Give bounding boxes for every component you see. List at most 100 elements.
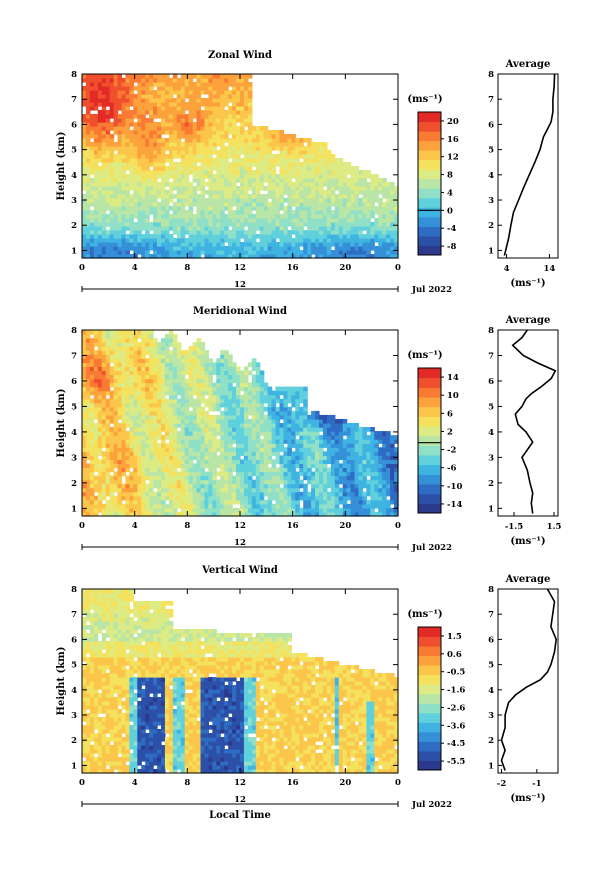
heatmap-cell — [176, 479, 182, 485]
heatmap-cell — [236, 134, 241, 139]
heatmap-cell — [89, 198, 95, 203]
heatmap-cell — [247, 114, 253, 119]
heatmap-cell — [101, 346, 107, 351]
heatmap-cell — [334, 230, 340, 235]
heatmap-cell — [259, 499, 265, 505]
heatmap-cell — [208, 138, 213, 143]
heatmap-cell — [263, 146, 269, 151]
heatmap-cell — [157, 90, 162, 95]
heatmap-cell — [129, 463, 134, 469]
heatmap-cell — [180, 238, 186, 243]
heatmap-cell — [275, 418, 281, 424]
heatmap-cell — [157, 102, 162, 107]
heatmap-cell — [89, 202, 95, 207]
heatmap-cell — [161, 146, 166, 151]
heatmap-cell — [366, 170, 371, 175]
heatmap-cell — [200, 234, 206, 239]
heatmap-cell — [267, 222, 273, 227]
heatmap-cell — [164, 350, 170, 355]
heatmap-cell — [200, 451, 206, 456]
heatmap-cell — [247, 166, 253, 171]
heatmap-cell — [105, 238, 111, 243]
heatmap-cell — [168, 170, 174, 175]
heatmap-cell — [129, 382, 134, 388]
heatmap-cell — [164, 362, 170, 367]
heatmap-cell — [358, 202, 364, 207]
heatmap-cell — [168, 142, 174, 147]
heatmap-cell — [157, 362, 162, 367]
heatmap-cell — [212, 198, 217, 203]
heatmap-cell — [117, 154, 123, 159]
heatmap-cell — [236, 366, 241, 372]
heatmap-cell — [89, 338, 95, 343]
heatmap-cell — [137, 198, 142, 203]
heatmap-cell — [125, 174, 130, 179]
heatmap-cell — [176, 390, 182, 396]
heatmap-cell — [200, 74, 206, 79]
heatmap-cell — [176, 142, 182, 147]
heatmap-cell — [145, 130, 150, 135]
heatmap-cell — [168, 110, 174, 115]
heatmap-cell — [117, 362, 123, 367]
heatmap-cell — [208, 78, 213, 83]
heatmap-cell — [196, 214, 202, 219]
heatmap-cell — [164, 346, 170, 351]
heatmap-cell — [164, 443, 170, 448]
heatmap-cell — [208, 122, 213, 127]
heatmap-cell — [271, 390, 277, 396]
heatmap-cell — [247, 154, 253, 159]
heatmap-cell — [105, 182, 111, 187]
heatmap-cell — [184, 418, 190, 424]
heatmap-cell — [303, 222, 308, 227]
heatmap-cell — [105, 479, 111, 485]
heatmap-cell — [176, 190, 182, 195]
heatmap-cell — [180, 423, 186, 428]
heatmap-cell — [164, 230, 170, 235]
heatmap-cell — [149, 402, 154, 408]
heatmap-cell — [228, 483, 233, 489]
heatmap-cell — [267, 162, 273, 167]
heatmap-cell — [196, 439, 202, 444]
heatmap-cell — [85, 378, 91, 384]
heatmap-cell — [117, 170, 123, 175]
heatmap-cell — [224, 230, 229, 235]
heatmap-cell — [117, 222, 123, 227]
heatmap-cell — [295, 218, 300, 223]
heatmap-cell — [279, 170, 285, 175]
heatmap-cell — [240, 126, 245, 131]
heatmap-cell — [125, 435, 130, 440]
heatmap-cell — [176, 246, 182, 251]
heatmap-cell — [137, 122, 142, 127]
heatmap-cell — [184, 246, 190, 251]
heatmap-cell — [378, 186, 383, 191]
heatmap-cell — [271, 222, 277, 227]
heatmap-cell — [105, 162, 111, 167]
heatmap-cell — [133, 507, 138, 513]
heatmap-cell — [212, 491, 217, 497]
heatmap-cell — [236, 90, 241, 95]
heatmap-cell — [192, 366, 198, 372]
heatmap-cell — [232, 366, 237, 372]
heatmap-cell — [97, 246, 103, 251]
heatmap-cell — [82, 435, 87, 440]
heatmap-cell — [101, 134, 107, 139]
heatmap-cell — [204, 110, 209, 115]
heatmap-cell — [275, 154, 281, 159]
heatmap-cell — [196, 130, 202, 135]
heatmap-cell — [145, 126, 150, 131]
heatmap-cell — [125, 479, 130, 485]
heatmap-cell — [164, 390, 170, 396]
heatmap-cell — [129, 102, 134, 107]
heatmap-cell — [93, 495, 99, 501]
heatmap-cell — [311, 190, 316, 195]
heatmap-cell — [220, 467, 225, 473]
heatmap-cell — [330, 182, 336, 187]
heatmap-cell — [204, 435, 209, 440]
heatmap-cell — [370, 186, 375, 191]
heatmap-cell — [366, 250, 371, 255]
heatmap-cell — [141, 394, 146, 400]
colorbar-tick-label: 16 — [447, 135, 459, 145]
heatmap-cell — [307, 226, 312, 231]
heatmap-cell — [93, 174, 99, 179]
heatmap-cell — [133, 483, 138, 489]
